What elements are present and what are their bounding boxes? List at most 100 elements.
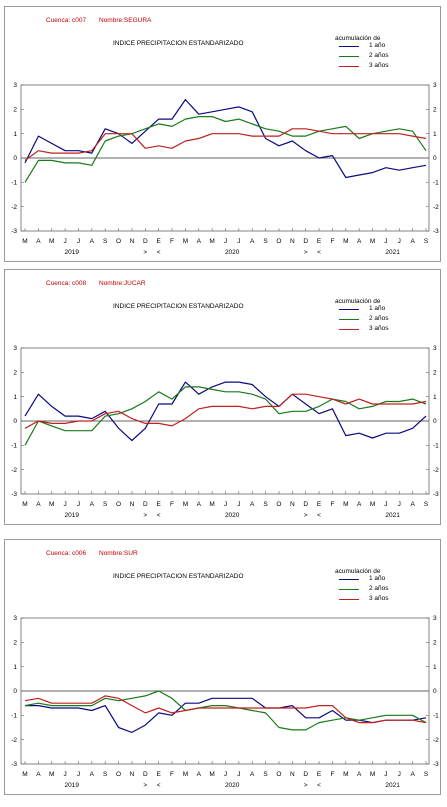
legend-swatch [339,579,359,581]
x-tick-label: A [357,238,362,245]
y-tick-label-left: 1 [13,664,17,671]
x-tick-label: A [250,238,255,245]
y-tick-label-left: 3 [13,345,17,352]
legend-label: 1 año [369,42,386,49]
legend-item-2-anos: 2 años [339,585,389,595]
x-tick-label: J [384,238,387,245]
x-tick-label: J [384,501,387,508]
y-tick-label-right: 3 [433,615,437,622]
x-year-label: 2020 [225,782,240,789]
x-tick-label: A [197,238,202,245]
y-tick-label-left: -2 [11,204,17,211]
y-tick-label-left: 0 [13,155,17,162]
x-tick-label: S [103,501,108,508]
x-tick-label: N [130,501,135,508]
legend-swatch [339,599,359,601]
nombre-label: Nombre:JUCAR [99,280,146,287]
x-tick-label: M [49,238,54,245]
x-year-label: 2019 [65,249,80,256]
legend-label: 1 año [369,305,386,312]
y-tick-label-right: -1 [433,180,439,187]
chart-panel-jucar: Cuenca: c008 Nombre:JUCAR INDICE PRECIPI… [4,269,441,525]
legend-title: acumulación de [335,35,381,42]
x-tick-label: D [143,501,148,508]
legend-swatch [339,309,359,311]
y-tick-label-left: 0 [13,688,17,695]
legend-item-3-anos: 3 años [339,325,389,335]
x-tick-label: F [330,771,334,778]
legend-item-3-anos: 3 años [339,62,389,72]
y-tick-label-right: -3 [433,228,439,235]
y-tick-label-right: 1 [433,664,437,671]
nombre-label: Nombre:SEGURA [99,17,152,24]
y-tick-label-right: 2 [433,370,437,377]
x-tick-label: A [36,238,41,245]
legend-label: 2 años [369,52,389,59]
x-tick-label: J [398,238,401,245]
x-tick-label: O [276,771,281,778]
x-tick-label: J [224,501,227,508]
x-period-marker: > [304,782,308,789]
legend-item-1-ano: 1 año [339,42,385,52]
y-tick-label-left: -3 [11,761,17,768]
x-tick-label: J [384,771,387,778]
series-line-2 [24,386,427,446]
chart-title: INDICE PRECIPITACION ESTANDARIZADO [113,573,244,580]
x-tick-label: F [330,238,334,245]
x-tick-label: E [317,771,322,778]
x-tick-label: M [370,238,375,245]
legend-label: 2 años [369,585,389,592]
y-tick-label-right: 0 [433,155,437,162]
series-line-1 [24,98,427,179]
y-tick-label-left: -1 [11,713,17,720]
x-tick-label: J [63,771,66,778]
x-tick-label: O [276,501,281,508]
x-tick-label: J [77,238,80,245]
legend-swatch [339,46,359,48]
chart-panel-segura: Cuenca: c007 Nombre:SEGURA INDICE PRECIP… [4,6,441,262]
x-tick-label: N [290,771,295,778]
x-tick-label: S [103,238,108,245]
x-tick-label: F [170,238,174,245]
x-period-marker: > [143,782,147,789]
x-tick-label: M [183,238,188,245]
plot-area: 3 32 21 10 0-1 -1-2 -2-3 -3M A M J J A S O N D E F M A M J J A S O… [11,615,439,789]
legend: acumulación de 1 año 2 años 3 años [335,298,389,335]
x-tick-label: F [170,501,174,508]
x-tick-label: J [63,238,66,245]
x-tick-label: S [424,501,429,508]
x-tick-label: E [156,771,161,778]
legend-swatch [339,56,359,58]
x-tick-label: A [357,501,362,508]
x-tick-label: M [183,771,188,778]
x-period-marker: < [317,782,321,789]
y-tick-label-right: 2 [433,640,437,647]
x-period-marker: > [143,249,147,256]
x-tick-label: M [22,771,27,778]
y-tick-label-left: -2 [11,467,17,474]
x-period-marker: > [143,512,147,519]
legend-swatch [339,329,359,331]
x-period-marker: > [304,512,308,519]
y-tick-label-right: -3 [433,491,439,498]
y-tick-label-left: 0 [13,418,17,425]
x-tick-label: D [143,238,148,245]
y-tick-label-right: -2 [433,467,439,474]
x-tick-label: A [250,501,255,508]
x-tick-label: D [303,771,308,778]
x-year-label: 2020 [225,512,240,519]
y-tick-label-right: -2 [433,204,439,211]
y-tick-label-left: 2 [13,640,17,647]
x-tick-label: A [197,501,202,508]
chart-title: INDICE PRECIPITACION ESTANDARIZADO [113,303,244,310]
x-tick-label: D [303,501,308,508]
x-tick-label: A [36,771,41,778]
legend: acumulación de 1 año 2 años 3 años [335,35,389,72]
legend-item-2-anos: 2 años [339,315,389,325]
legend-label: 3 años [369,325,389,332]
legend-swatch [339,589,359,591]
legend-item-3-anos: 3 años [339,595,389,605]
series-line-2 [24,115,427,183]
chart-title: INDICE PRECIPITACION ESTANDARIZADO [113,40,244,47]
x-tick-label: S [263,501,268,508]
